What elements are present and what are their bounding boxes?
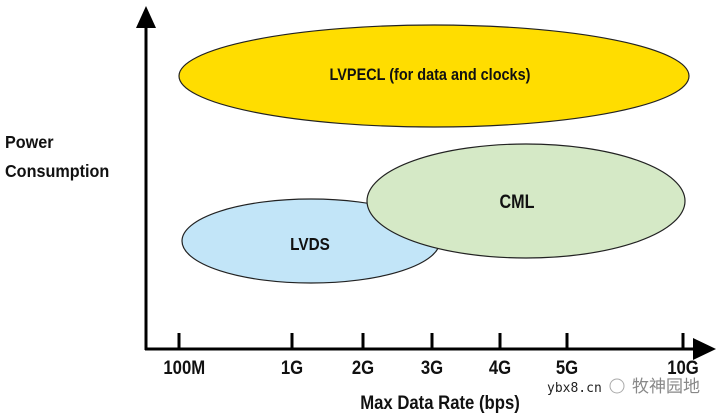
wechat-icon — [609, 378, 625, 394]
watermark-name: 牧神园地 — [632, 377, 700, 397]
region-lvpecl-label: LVPECL (for data and clocks) — [330, 66, 531, 84]
x-tick-label: 4G — [489, 357, 511, 378]
y-axis-label-line1: Power — [5, 132, 54, 152]
x-axis-label: Max Data Rate (bps) — [360, 392, 520, 413]
x-tick-label: 3G — [421, 357, 443, 378]
x-tick-label: 1G — [281, 357, 303, 378]
y-axis-arrow — [136, 6, 156, 28]
region-cml-label: CML — [500, 191, 535, 213]
y-axis-label-line2: Consumption — [5, 161, 109, 181]
x-tick-label: 100M — [163, 357, 205, 378]
region-lvds-label: LVDS — [290, 234, 330, 254]
x-tick-label: 10G — [667, 357, 699, 378]
region-lvpecl — [178, 24, 690, 128]
x-tick-label: 2G — [352, 357, 374, 378]
region-cml — [366, 143, 686, 259]
watermark-site: ybx8.cn — [547, 381, 602, 396]
x-axis-arrow — [693, 338, 716, 360]
x-tick-label: 5G — [556, 357, 578, 378]
